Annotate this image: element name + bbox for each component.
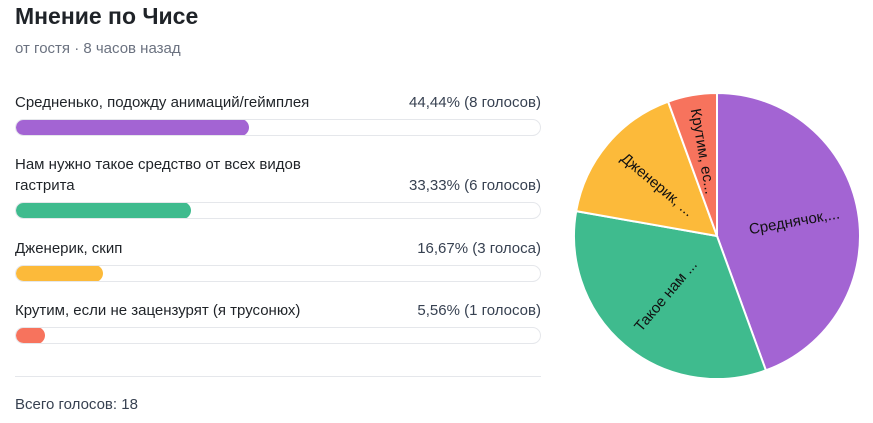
option-bar-fill xyxy=(16,266,104,281)
option-result: 16,67% (3 голоса) xyxy=(417,240,541,257)
option-bar-track xyxy=(15,202,541,219)
option-label: Средненько, подожду анимаций/геймплея xyxy=(15,94,310,111)
option-bar-track xyxy=(15,119,541,136)
poll-option[interactable]: Дженерик, скип 16,67% (3 голоса) xyxy=(15,238,541,300)
divider xyxy=(15,376,541,377)
poll-meta: от гостя · 8 часов назад xyxy=(15,40,181,57)
pie-slice xyxy=(575,100,719,238)
option-result: 44,44% (8 голосов) xyxy=(409,94,541,111)
option-label: Нам нужно такое средство от всех видов г… xyxy=(15,156,301,194)
poll-option[interactable]: Средненько, подожду анимаций/геймплея 44… xyxy=(15,92,541,154)
poll-title: Мнение по Чисе xyxy=(15,3,199,29)
option-bar-fill xyxy=(16,120,249,135)
option-result: 5,56% (1 голосов) xyxy=(417,302,541,319)
poll-options: Средненько, подожду анимаций/геймплея 44… xyxy=(15,92,541,362)
poll-option[interactable]: Крутим, если не зацензурят (я трусонюх) … xyxy=(15,300,541,362)
poll-option[interactable]: Нам нужно такое средство от всех видов г… xyxy=(15,154,541,238)
option-bar-track xyxy=(15,327,541,344)
pie-slice xyxy=(666,91,718,237)
option-bar-fill xyxy=(16,328,46,343)
option-bar-track xyxy=(15,265,541,282)
pie-slice xyxy=(573,210,768,380)
pie-slice xyxy=(716,91,861,372)
total-votes: Всего голосов: 18 xyxy=(15,396,138,413)
option-bar-fill xyxy=(16,203,191,218)
pie-chart: Среднячок,...Такое нам ...Дженерик, ...К… xyxy=(573,91,861,380)
option-label: Крутим, если не зацензурят (я трусонюх) xyxy=(15,302,301,319)
option-label: Дженерик, скип xyxy=(15,240,123,257)
option-result: 33,33% (6 голосов) xyxy=(409,177,541,194)
